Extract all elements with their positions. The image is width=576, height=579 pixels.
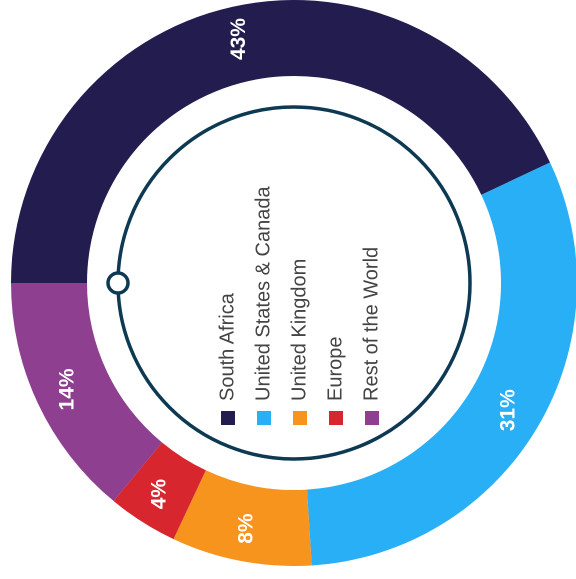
legend-swatch: [329, 411, 343, 425]
slice: [11, 0, 551, 283]
legend-swatch: [257, 411, 271, 425]
slice: [173, 470, 312, 566]
legend-label: South Africa: [216, 292, 238, 401]
legend-swatch: [293, 411, 307, 425]
slice: [306, 162, 576, 566]
legend-label: United States & Canada: [252, 186, 274, 401]
slice-label: 4%: [148, 479, 171, 510]
ring-marker: [106, 271, 130, 295]
legend-swatch: [365, 411, 379, 425]
legend-label: Europe: [324, 337, 346, 402]
slice-label: 31%: [497, 389, 520, 431]
slice-label: 14%: [55, 368, 78, 410]
legend-label: Rest of the World: [360, 247, 382, 401]
legend-label: United Kingdom: [288, 259, 310, 401]
slice: [113, 442, 206, 540]
slice-label: 8%: [235, 513, 258, 544]
slice-label: 43%: [227, 18, 250, 60]
legend-swatch: [221, 411, 235, 425]
slice: [11, 283, 163, 502]
